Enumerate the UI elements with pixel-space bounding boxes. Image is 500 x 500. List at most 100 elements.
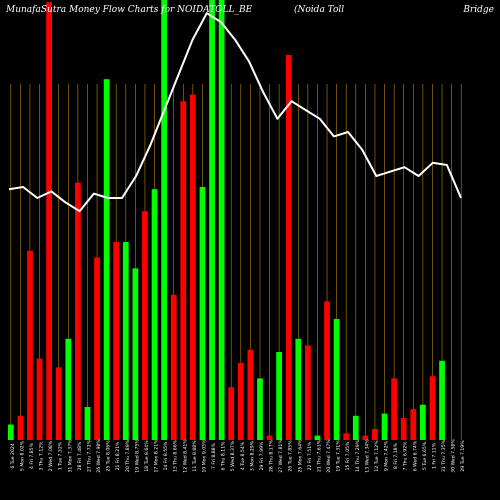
x-tick-label: 30 Wed 7.58% bbox=[451, 439, 457, 473]
x-tick-label: 21 Thu 7.61% bbox=[316, 439, 322, 472]
x-tick-label: 3 Thu 7.12% bbox=[39, 441, 45, 471]
x-tick-label: 13 Thu 8.66% bbox=[173, 439, 179, 472]
money-flow-bar bbox=[84, 407, 91, 440]
money-flow-bar bbox=[7, 424, 14, 440]
money-flow-bar bbox=[276, 352, 282, 440]
money-flow-bar bbox=[439, 360, 445, 440]
x-tick-label: 29 Fri 7.99% bbox=[259, 441, 265, 470]
chart-title-right: Bridge bbox=[462, 5, 494, 15]
x-tick-label: 4 Tue 8.54% bbox=[240, 441, 246, 470]
x-tick-label: 26 Wed 7.98% bbox=[96, 439, 102, 473]
money-flow-bar bbox=[151, 189, 158, 440]
x-tick-label: 8 Fri 7.18% bbox=[393, 442, 399, 469]
money-flow-bar bbox=[295, 338, 302, 440]
money-flow-bar bbox=[27, 250, 33, 440]
money-flow-bar bbox=[266, 435, 273, 440]
x-tick-label: 25 Tue 8.06% bbox=[106, 440, 112, 472]
x-tick-label: 4 Fri 7.85% bbox=[29, 442, 35, 469]
money-flow-bar bbox=[391, 378, 397, 440]
money-flow-bar bbox=[429, 376, 436, 440]
x-tick-label: 29 Tue 7.19% bbox=[460, 440, 466, 472]
money-flow-bar bbox=[218, 0, 225, 440]
x-tick-label: 13 Wed 7.34% bbox=[364, 439, 370, 473]
x-tick-label: 27 Wed 7.81% bbox=[278, 439, 284, 473]
money-flow-bar bbox=[161, 0, 167, 440]
money-flow-bar bbox=[343, 433, 350, 440]
money-flow-bar bbox=[314, 435, 321, 440]
money-flow-bar bbox=[362, 435, 369, 440]
money-flow-bar bbox=[381, 413, 388, 440]
x-tick-label: 5 Mon 8.02% bbox=[19, 440, 25, 471]
money-flow-bar bbox=[36, 358, 43, 440]
x-tick-label: 6 Wed 6.74% bbox=[412, 440, 418, 471]
money-flow-bar bbox=[352, 415, 359, 440]
x-tick-label: 6 Tue 2024 bbox=[10, 443, 16, 468]
x-tick-label: 26 Tue 7.85% bbox=[288, 440, 294, 472]
money-flow-bar bbox=[257, 378, 263, 440]
money-flow-bar bbox=[65, 338, 72, 440]
money-flow-bar bbox=[113, 242, 120, 440]
money-flow-bar bbox=[333, 319, 340, 440]
x-tick-labels: 6 Tue 2024 5 Mon 8.02% 4 Fri 7.85% 3 Thu 7.… bbox=[10, 439, 466, 473]
x-tick-label: 15 Fri 7.05% bbox=[345, 441, 351, 470]
x-tick-label: 3 Mon 8.29% bbox=[249, 440, 255, 471]
x-tick-label: 7 Fri 8.88% bbox=[211, 442, 217, 469]
x-tick-label: 12 Tue 7.12% bbox=[374, 440, 380, 472]
money-flow-bar bbox=[237, 363, 244, 440]
x-tick-label: 21 Fri 8.21% bbox=[115, 441, 121, 470]
x-tick-label: 9 Mon 7.42% bbox=[384, 440, 390, 471]
x-tick-label: 28 Fri 7.48% bbox=[77, 441, 83, 470]
chart-title-middle: (Noida Toll bbox=[294, 4, 344, 15]
money-flow-bars bbox=[7, 0, 445, 440]
x-tick-label: 17 Mon 8.21% bbox=[154, 439, 160, 473]
x-tick-label: 28 Thu 8.17% bbox=[269, 439, 275, 472]
x-tick-label: 1 Tue 7.32% bbox=[58, 441, 64, 470]
money-flow-bar bbox=[228, 387, 235, 440]
x-tick-label: 6 Thu 8.11% bbox=[221, 441, 227, 471]
money-flow-bar bbox=[209, 0, 215, 440]
money-flow-bar bbox=[247, 349, 254, 440]
money-flow-bar bbox=[94, 257, 100, 440]
x-tick-label: 5 Tue 6.65% bbox=[422, 441, 428, 470]
money-flow-bar bbox=[132, 268, 139, 440]
x-tick-label: 1 Fri 7.11% bbox=[431, 442, 437, 469]
money-flow-bar bbox=[17, 415, 24, 440]
money-flow-bar bbox=[122, 242, 129, 440]
money-flow-bar bbox=[285, 55, 292, 440]
money-flow-bar bbox=[142, 211, 148, 440]
money-flow-bar bbox=[46, 2, 52, 440]
money-flow-bar bbox=[75, 182, 81, 440]
money-flow-bar bbox=[410, 409, 417, 440]
x-tick-label: 14 Fri 8.55% bbox=[163, 441, 169, 470]
money-flow-bar bbox=[305, 345, 311, 440]
money-flow-bar bbox=[103, 79, 110, 440]
chart-title-left: MunafaSutra Money Flow Charts for NOIDAT… bbox=[5, 5, 253, 15]
money-flow-bar bbox=[372, 429, 378, 440]
x-tick-label: 31 Mon 7.37% bbox=[67, 439, 73, 473]
money-flow-bar bbox=[170, 294, 177, 440]
price-line-layer bbox=[8, 12, 462, 213]
money-flow-bar bbox=[190, 94, 196, 440]
money-flow-bar bbox=[55, 367, 62, 440]
price-line bbox=[8, 12, 462, 213]
x-tick-label: 22 Fri 7.51% bbox=[307, 441, 313, 470]
money-flow-bar bbox=[199, 187, 206, 440]
x-tick-label: 7 Thu 6.92% bbox=[403, 441, 409, 471]
x-tick-label: 5 Wed 8.37% bbox=[230, 440, 236, 471]
x-tick-label: 19 Wed 8.75% bbox=[134, 439, 140, 473]
x-tick-label: 10 Mon 9.05% bbox=[201, 439, 207, 473]
x-tick-label: 20 Wed 7.47% bbox=[326, 439, 332, 473]
x-tick-label: 14 Thu 7.29% bbox=[355, 439, 361, 472]
x-tick-label: 31 Thu 7.35% bbox=[441, 439, 447, 472]
money-flow-bar bbox=[324, 301, 330, 440]
x-tick-label: 18 Tue 8.64% bbox=[144, 440, 150, 472]
x-tick-label: 20 Thu 7.89% bbox=[125, 439, 131, 472]
money-flow-bar bbox=[420, 404, 426, 440]
x-tick-label: 12 Wed 8.41% bbox=[182, 439, 188, 473]
money-flow-bar bbox=[400, 418, 407, 440]
x-tick-label: 11 Tue 8.88% bbox=[192, 440, 198, 472]
x-tick-label: 2 Wed 7.08% bbox=[48, 440, 54, 471]
x-tick-label: 27 Thu 7.72% bbox=[86, 439, 92, 472]
x-tick-label: 19 Tue 7.31% bbox=[336, 440, 342, 472]
